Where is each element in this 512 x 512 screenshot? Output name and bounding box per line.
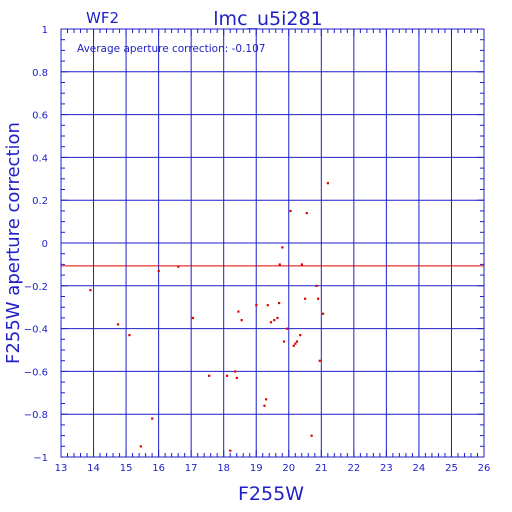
x-tick-label: 23 [380, 463, 393, 474]
y-tick-label: 0 [42, 239, 48, 250]
data-point [229, 449, 232, 452]
x-tick-label: 22 [347, 463, 360, 474]
x-tick-label: 17 [185, 463, 198, 474]
y-axis-ticks: 1 0.8 0.6 0.4 0.2 0 −0.2 −0.4 −0.6 −0.8 −1 [24, 25, 484, 464]
y-axis-label: F255W aperture correction [3, 122, 24, 364]
data-point [139, 445, 142, 448]
data-point [237, 310, 240, 313]
data-point [235, 376, 238, 380]
y-tick-label: 0.8 [32, 68, 48, 79]
x-tick-label: 14 [87, 463, 100, 474]
x-tick-label: 13 [55, 463, 68, 474]
grid [60, 28, 485, 458]
data-point [317, 297, 320, 300]
data-point [234, 370, 237, 373]
data-point [89, 289, 92, 292]
x-tick-label: 24 [413, 463, 426, 474]
x-tick-label: 26 [478, 463, 491, 474]
x-tick-label: 18 [217, 463, 230, 474]
data-point [294, 342, 297, 345]
x-tick-label: 25 [445, 463, 458, 474]
data-point [255, 304, 258, 307]
data-point [321, 312, 325, 315]
x-tick-label: 21 [315, 463, 328, 474]
data-point [276, 316, 279, 320]
data-point [292, 344, 295, 347]
y-tick-label: 0.2 [32, 196, 48, 207]
data-points [89, 182, 330, 452]
data-point [266, 304, 269, 307]
data-point [269, 321, 273, 324]
data-point [191, 316, 194, 320]
y-tick-label: −1 [33, 453, 48, 464]
data-point [151, 417, 154, 420]
y-tick-label: −0.4 [24, 325, 48, 336]
data-point [300, 263, 303, 266]
data-point [315, 284, 318, 287]
data-point [128, 334, 131, 337]
y-tick-label: 0.4 [32, 153, 48, 164]
data-point [282, 340, 286, 343]
y-tick-label: 0.6 [32, 111, 48, 122]
data-point [177, 265, 180, 268]
data-point [273, 319, 276, 322]
chart-title: lmc_u5i281 [213, 8, 322, 30]
x-tick-label: 19 [250, 463, 263, 474]
x-tick-label: 20 [282, 463, 295, 474]
data-point [281, 246, 284, 249]
y-tick-label: −0.8 [24, 410, 48, 421]
data-point [310, 434, 313, 437]
data-point [326, 182, 330, 185]
y-tick-label: −0.6 [24, 367, 48, 378]
data-point [304, 297, 307, 300]
data-point [305, 212, 308, 215]
data-point [289, 209, 292, 213]
x-axis-label: F255W [238, 483, 304, 505]
data-point [208, 374, 211, 377]
x-tick-label: 15 [120, 463, 133, 474]
data-point [116, 323, 120, 326]
x-tick-label: 16 [152, 463, 165, 474]
y-tick-label: 1 [42, 25, 48, 36]
data-point [286, 327, 289, 330]
data-point [264, 398, 268, 401]
data-point [295, 340, 299, 343]
data-point [299, 334, 302, 337]
average-annotation: Average aperture correction: -0.107 [77, 43, 265, 55]
y-tick-label: −0.2 [24, 282, 48, 293]
data-point [318, 359, 321, 362]
data-point [225, 374, 229, 377]
data-point [157, 269, 160, 273]
data-point [263, 404, 266, 407]
data-point [240, 319, 243, 322]
data-point [278, 301, 281, 305]
x-axis-ticks: 13 14 15 16 17 18 19 20 21 22 23 24 25 26 [55, 29, 491, 474]
data-point [278, 263, 281, 266]
panel-label: WF2 [86, 9, 119, 27]
